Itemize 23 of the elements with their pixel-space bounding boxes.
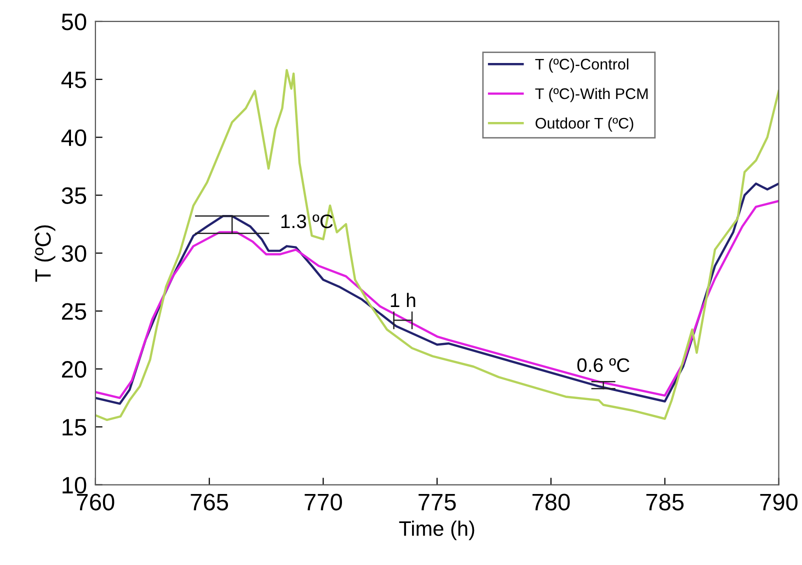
y-tick-label: 40 — [61, 129, 86, 146]
legend-label: T (ºC)-With PCM — [535, 88, 648, 102]
legend-label: Outdoor T (ºC) — [536, 117, 634, 132]
y-tick-label: 20 — [62, 361, 86, 378]
y-axis-title: T (ºC) — [34, 225, 56, 282]
y-tick-label: 15 — [62, 419, 86, 436]
x-tick-label: 775 — [418, 494, 456, 510]
x-tick-label: 770 — [304, 494, 342, 510]
y-tick-label: 30 — [62, 245, 86, 262]
x-tick-label: 790 — [760, 494, 798, 510]
x-axis-title: Time (h) — [399, 520, 474, 540]
y-tick-label: 45 — [61, 72, 86, 88]
x-tick-label: 765 — [190, 494, 228, 510]
y-tick-label: 35 — [62, 187, 86, 204]
y-tick-label: 50 — [62, 14, 86, 30]
legend-label: T (ºC)-Control — [535, 58, 628, 73]
annotation: 0.6 ºC — [577, 358, 630, 372]
x-tick-label: 785 — [646, 494, 684, 510]
x-tick-label: 760 — [76, 494, 114, 510]
x-tick-label: 780 — [532, 494, 570, 510]
y-tick-label: 25 — [62, 303, 86, 320]
annotation: 1 h — [390, 292, 416, 307]
y-tick-label: 10 — [62, 476, 86, 494]
